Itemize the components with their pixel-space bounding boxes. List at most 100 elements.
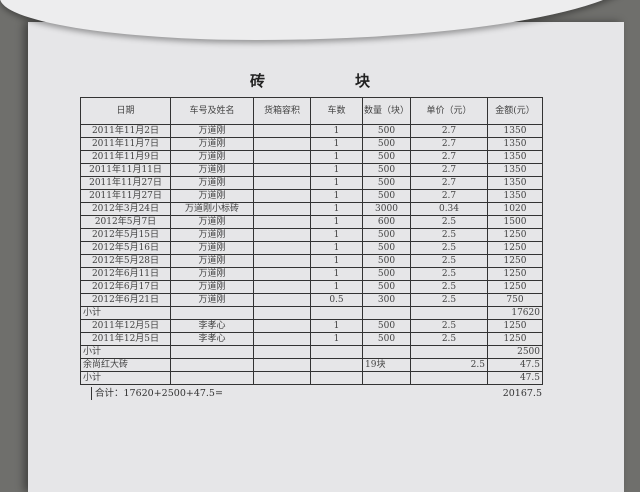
cell-price: 2.7 (410, 189, 488, 203)
cell-qty: 500 (362, 267, 411, 281)
cell-amount: 1350 (487, 150, 543, 164)
cell-price: 2.5 (410, 228, 488, 242)
cell-trucks (310, 358, 363, 372)
cell-trucks: 1 (310, 124, 363, 138)
cell-name: 李孝心 (170, 319, 254, 333)
title-char: 块 (354, 72, 370, 90)
cell-amount: 1250 (487, 228, 543, 242)
cell-amount: 47.5 (487, 358, 543, 372)
cell-trucks: 1 (310, 189, 363, 203)
cell-date: 2012年5月7日 (80, 215, 171, 229)
cell-amount: 1350 (487, 189, 543, 203)
column-header: 货箱容积 (253, 97, 311, 125)
table-row: 2012年5月28日 万道刚 1 500 2.5 1250 (80, 254, 543, 268)
cell-volume (253, 176, 311, 190)
cell-name: 万道刚 (170, 280, 254, 294)
cell-date: 2012年6月17日 (80, 280, 171, 294)
cell-volume (253, 124, 311, 138)
cell-date: 2011年11月7日 (80, 137, 171, 151)
cell-amount: 1350 (487, 163, 543, 177)
table-row: 2011年12月5日 李孝心 1 500 2.5 1250 (80, 332, 543, 346)
cell-amount: 1350 (487, 176, 543, 190)
cell-qty: 300 (362, 293, 411, 307)
cell-volume (253, 254, 311, 268)
ledger: 日期 车号及姓名 货箱容积 车数 数量（块） 单价（元） 金额(元） 2011年11月2日万… (80, 97, 543, 400)
cell-date: 余尚红大砖 (80, 358, 171, 372)
cell-qty: 3000 (362, 202, 411, 216)
cell-name: 万道刚 (170, 163, 254, 177)
cell-qty: 19块 (362, 358, 411, 372)
cell-name: 万道刚 (170, 215, 254, 229)
cell-name: 万道刚 (170, 254, 254, 268)
cell-trucks: 1 (310, 241, 363, 255)
cell-name: 万道刚 (170, 176, 254, 190)
cell-qty: 500 (362, 150, 411, 164)
cell-qty (362, 345, 411, 359)
cell-amount: 17620 (487, 306, 543, 320)
cell-name (170, 371, 254, 385)
cell-qty: 500 (362, 280, 411, 294)
cell-date: 小计 (80, 306, 171, 320)
cell-qty: 500 (362, 319, 411, 333)
cell-amount: 47.5 (487, 371, 543, 385)
cell-trucks: 1 (310, 150, 363, 164)
cell-qty: 500 (362, 163, 411, 177)
column-header: 金额(元） (487, 97, 543, 125)
cell-price: 2.5 (410, 254, 488, 268)
table-row: 2011年11月7日 万道刚 1 500 2.7 1350 (80, 137, 543, 151)
cell-volume (253, 319, 311, 333)
cell-amount: 750 (487, 293, 543, 307)
cell-name: 万道刚小标砖 (170, 202, 254, 216)
cell-price: 2.7 (410, 137, 488, 151)
cell-amount: 1250 (487, 254, 543, 268)
cell-name (170, 306, 254, 320)
subtotal-row: 小计 17620 (80, 306, 543, 320)
column-header: 车数 (310, 97, 363, 125)
cell-trucks: 1 (310, 267, 363, 281)
cell-price: 2.5 (410, 293, 488, 307)
cell-volume (253, 202, 311, 216)
cell-volume (253, 137, 311, 151)
cell-volume (253, 293, 311, 307)
cell-price: 2.5 (410, 241, 488, 255)
cell-volume (253, 228, 311, 242)
cell-volume (253, 267, 311, 281)
cell-name: 万道刚 (170, 293, 254, 307)
cell-amount: 1500 (487, 215, 543, 229)
cell-name: 万道刚 (170, 267, 254, 281)
cell-date: 2011年11月27日 (80, 176, 171, 190)
cell-date: 2012年3月24日 (80, 202, 171, 216)
subtotal-row: 小计 2500 (80, 345, 543, 359)
table-row: 2012年3月24日 万道刚小标砖 1 3000 0.34 1020 (80, 202, 543, 216)
table-row: 2012年5月7日 万道刚 1 600 2.5 1500 (80, 215, 543, 229)
cell-date: 小计 (80, 371, 171, 385)
title-char: 砖 (250, 72, 266, 90)
cell-price: 2.5 (410, 319, 488, 333)
total-label: 合计：17620+2500+47.5= (95, 388, 223, 399)
cell-amount: 1250 (487, 332, 543, 346)
cell-volume (253, 241, 311, 255)
cell-price: 2.5 (410, 358, 488, 372)
cell-price (410, 345, 488, 359)
cell-volume (253, 371, 311, 385)
cell-price: 0.34 (410, 202, 488, 216)
cell-amount: 1020 (487, 202, 543, 216)
cell-trucks: 1 (310, 254, 363, 268)
column-header: 日期 (80, 97, 171, 125)
cell-name: 万道刚 (170, 150, 254, 164)
cell-price (410, 371, 488, 385)
cell-trucks (310, 306, 363, 320)
cell-name: 李孝心 (170, 332, 254, 346)
cell-qty: 500 (362, 137, 411, 151)
table-row: 2011年11月11日 万道刚 1 500 2.7 1350 (80, 163, 543, 177)
cell-price: 2.7 (410, 176, 488, 190)
cell-qty: 500 (362, 241, 411, 255)
cell-trucks: 1 (310, 332, 363, 346)
cell-name: 万道刚 (170, 228, 254, 242)
cell-name (170, 358, 254, 372)
table-row: 2011年11月9日 万道刚 1 500 2.7 1350 (80, 150, 543, 164)
cell-price: 2.5 (410, 280, 488, 294)
cell-trucks: 1 (310, 215, 363, 229)
table-row: 2012年6月11日 万道刚 1 500 2.5 1250 (80, 267, 543, 281)
table-row: 2011年11月27日 万道刚 1 500 2.7 1350 (80, 176, 543, 190)
